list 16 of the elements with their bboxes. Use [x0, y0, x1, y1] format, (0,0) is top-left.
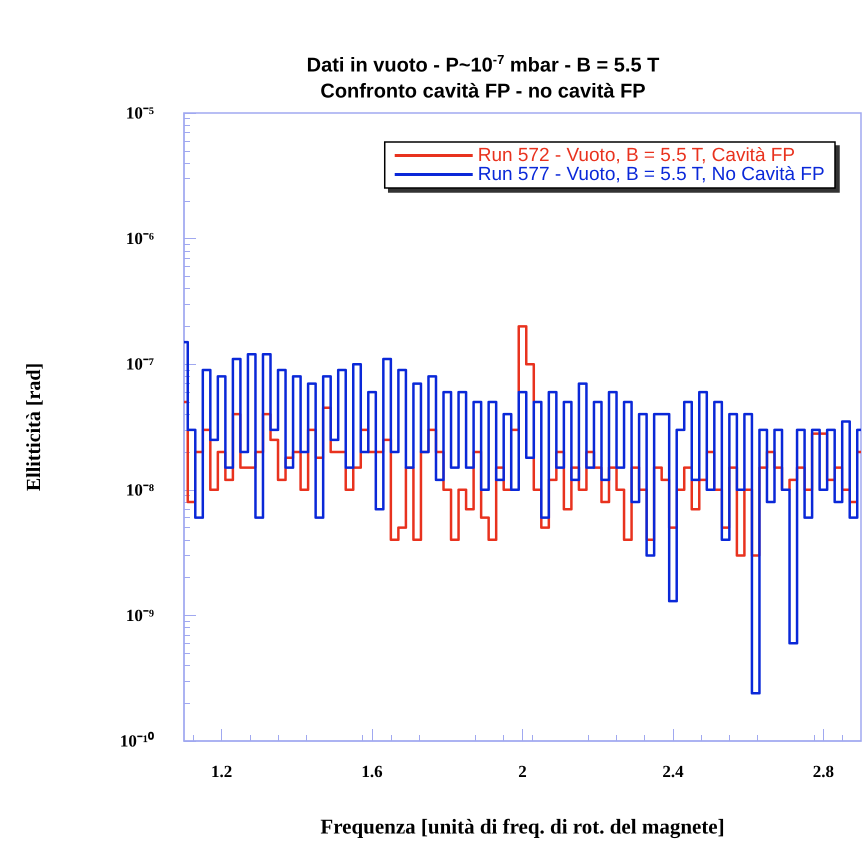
x-tick-label: 2.4	[662, 762, 684, 781]
x-tick-label: 2.8	[812, 762, 834, 781]
y-tick-label: 10⁻⁷	[126, 354, 154, 374]
y-tick-label: 10⁻⁸	[126, 480, 154, 500]
y-tick-label: 10⁻⁶	[126, 229, 154, 248]
y-tick-label: 10⁻⁹	[126, 606, 154, 625]
y-tick-label: 10⁻⁵	[126, 104, 154, 122]
x-axis-title: Frequenza [unità di freq. di rot. del magnete]	[320, 814, 725, 838]
x-tick-label: 1.2	[210, 762, 232, 781]
y-axis-title: Ellitticità [rad]	[23, 362, 45, 492]
chart-subtitle: Confronto cavità FP - no cavità FP	[320, 80, 646, 102]
x-tick-label: 2	[518, 762, 527, 781]
legend-label: Run 572 - Vuoto, B = 5.5 T, Cavità FP	[478, 145, 796, 166]
y-tick-label: 10⁻¹⁰	[120, 732, 154, 750]
x-tick-label: 1.6	[361, 762, 383, 781]
legend-label: Run 577 - Vuoto, B = 5.5 T, No Cavità FP	[478, 164, 825, 185]
